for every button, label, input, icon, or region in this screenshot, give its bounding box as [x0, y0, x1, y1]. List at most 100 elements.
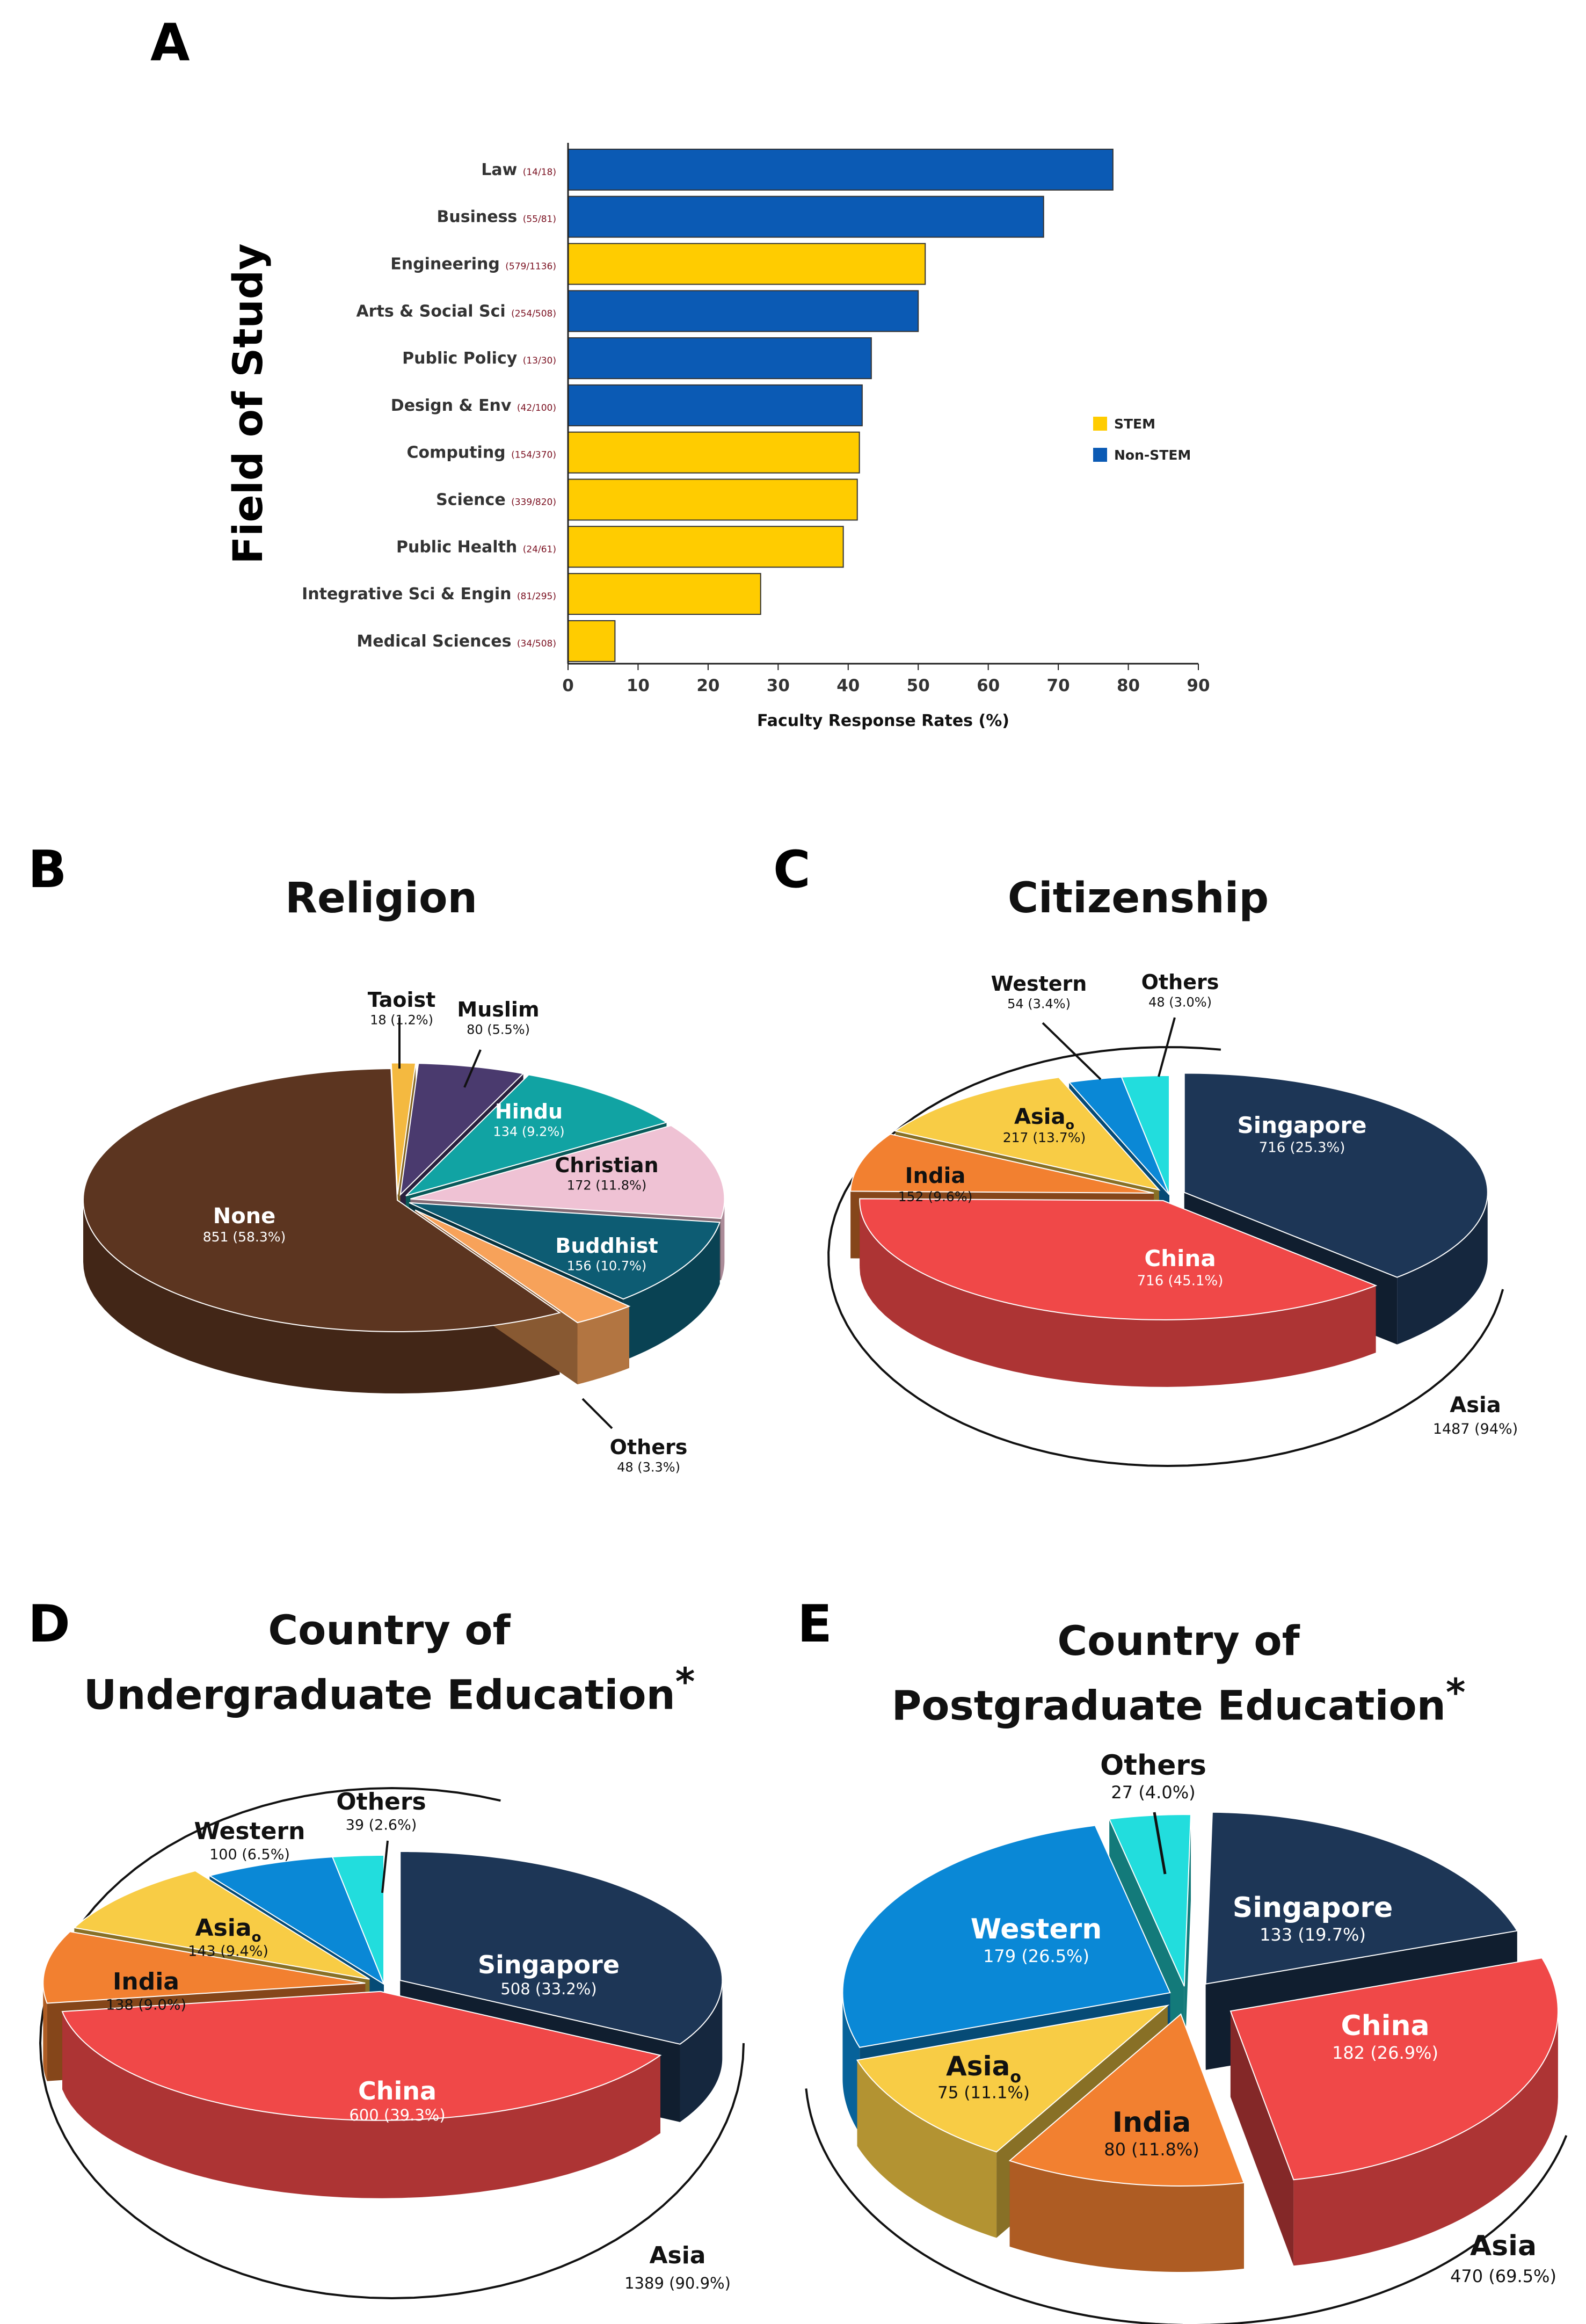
- asia-group-ring: [827, 1046, 1504, 1468]
- x-tick-label-50: 50: [907, 676, 930, 695]
- slice-side-none: [83, 1200, 560, 1393]
- slice-others: [1121, 1074, 1170, 1195]
- postgrad-value-china: 182 (26.9%): [1332, 2043, 1438, 2063]
- slice-wall-china: [1163, 1200, 1376, 1353]
- undergrad-title-line2: Undergraduate Education: [83, 1671, 675, 1719]
- slice-others: [331, 1854, 384, 1985]
- slice-wall-christian: [410, 1199, 721, 1281]
- panel-b-letter: B: [28, 840, 67, 899]
- citizenship-title: Citizenship: [1007, 874, 1269, 923]
- bar-integrative-sci-engin: [568, 573, 761, 615]
- slice-wall-western: [209, 1876, 384, 2062]
- slice-wall-asiao: [857, 2005, 1168, 2146]
- slice-wall-others: [415, 1210, 578, 1385]
- slice-side-china: [62, 2011, 660, 2198]
- citizenship-label-asiao: Asiao: [1014, 1105, 1074, 1132]
- undergrad-asia-value: 1389 (90.9%): [624, 2274, 731, 2292]
- undergrad-value-india: 138 (9.0%): [106, 1996, 186, 2013]
- citizenship-label-others: Others: [1141, 970, 1219, 994]
- postgrad-value-others: 27 (4.0%): [1111, 1782, 1195, 1803]
- slice-wall-others: [1109, 1819, 1184, 2073]
- x-tick-label-70: 70: [1047, 676, 1070, 695]
- slice-wall-china: [860, 1199, 1163, 1268]
- slice-wall-china: [380, 1991, 660, 2133]
- slice-side-india: [43, 1983, 47, 2081]
- undergrad-title-line1: Country of: [268, 1606, 511, 1654]
- slice-wall-asiao: [996, 2005, 1168, 2238]
- bar-public-health: [568, 526, 844, 568]
- citizenship-value-india: 152 (9.6%): [898, 1189, 973, 1204]
- slice-western: [842, 1825, 1171, 2049]
- citizenship-asia-value: 1487 (94%): [1433, 1421, 1518, 1437]
- citizenship-value-asiao: 217 (13.7%): [1003, 1130, 1086, 1145]
- bar-business: [568, 195, 1044, 238]
- slice-side-western: [842, 1993, 860, 2133]
- others-leader-line: [581, 1398, 613, 1429]
- slice-side-china: [1293, 2011, 1558, 2266]
- slice-wall-muslim: [400, 1063, 419, 1257]
- postgrad-label-others: Others: [1100, 1749, 1206, 1782]
- slice-singapore: [399, 1850, 723, 2045]
- slice-side-asiao: [857, 2060, 997, 2238]
- bar-design-env: [568, 384, 863, 426]
- undergrad-title-star: *: [675, 1660, 695, 1704]
- slice-wall-asiao: [1059, 1077, 1159, 1257]
- slice-others: [414, 1209, 631, 1324]
- slice-china: [61, 1991, 662, 2121]
- bar-medical-sciences: [568, 620, 616, 662]
- slice-wall-others: [1184, 1814, 1191, 2073]
- slice-side-singapore: [680, 1980, 723, 2122]
- religion-value-others: 48 (3.3%): [617, 1459, 680, 1475]
- slice-side-others: [577, 1306, 629, 1385]
- slice-wall-singapore: [1205, 1930, 1517, 2070]
- citizenship-value-china: 716 (45.1%): [1137, 1273, 1224, 1289]
- undergrad-label-india: India: [113, 1968, 179, 1995]
- postgrad-title-star: *: [1445, 1671, 1466, 1715]
- postgrad-asia-value: 470 (69.5%): [1450, 2266, 1556, 2286]
- bar-science: [568, 478, 858, 521]
- bar-label-medical-sciences: Medical Sciences (34/508): [357, 632, 556, 651]
- religion-label-hindu: Hindu: [495, 1100, 563, 1123]
- slice-muslim: [399, 1063, 525, 1196]
- undergrad-label-asiao: Asiao: [195, 1914, 261, 1945]
- postgrad-value-singapore: 133 (19.7%): [1260, 1924, 1366, 1945]
- slice-india: [42, 1931, 366, 2004]
- others-leader-line: [1158, 1017, 1176, 1077]
- bar-public-policy: [568, 337, 872, 380]
- x-tick-label-90: 90: [1187, 676, 1210, 695]
- bar-label-science: Science (339/820): [436, 491, 556, 510]
- citizenship-label-western: Western: [991, 972, 1087, 996]
- citizenship-value-singapore: 716 (25.3%): [1259, 1140, 1345, 1156]
- undergrad-asia-label: Asia: [649, 2242, 705, 2269]
- religion-label-buddhist: Buddhist: [555, 1234, 658, 1258]
- x-axis-title: Faculty Response Rates (%): [757, 711, 1009, 730]
- bar-label-arts-social-sci: Arts & Social Sci (254/508): [356, 302, 556, 321]
- panel-d-letter: D: [28, 1595, 70, 1654]
- religion-value-christian: 172 (11.8%): [567, 1178, 646, 1193]
- citizenship-label-china: China: [1144, 1245, 1216, 1272]
- citizenship-value-western: 54 (3.4%): [1007, 996, 1071, 1011]
- slice-asiao: [894, 1077, 1161, 1191]
- muslim-leader-line: [463, 1049, 482, 1088]
- bar-label-law: Law (14/18): [481, 161, 556, 179]
- slice-western: [208, 1856, 385, 1986]
- response-rate-bar-chart: Law (14/18) Business (55/81) Engineering (…: [224, 143, 1210, 730]
- slice-wall-others: [332, 1857, 384, 2062]
- slice-wall-hindu: [405, 1122, 667, 1258]
- x-tick-label-80: 80: [1117, 676, 1140, 695]
- slice-side-singapore: [1397, 1192, 1488, 1345]
- slice-wall-others: [415, 1210, 629, 1368]
- bar-label-public-health: Public Health (24/61): [396, 538, 556, 556]
- citizenship-value-others: 48 (3.0%): [1148, 994, 1212, 1010]
- slice-wall-none: [397, 1200, 560, 1375]
- postgrad-value-asiao: 75 (11.1%): [937, 2083, 1030, 2103]
- legend-swatch-non-stem: [1093, 448, 1107, 462]
- slice-china: [1229, 1957, 1559, 2181]
- legend-label-non-stem: Non-STEM: [1114, 447, 1191, 463]
- bar-engineering: [568, 243, 926, 285]
- asia-group-ring: [39, 1786, 745, 2300]
- religion-value-buddhist: 156 (10.7%): [567, 1258, 646, 1273]
- religion-value-muslim: 80 (5.5%): [467, 1022, 530, 1037]
- slice-wall-western: [1121, 1077, 1169, 1262]
- others-leader-line: [1153, 1812, 1167, 1875]
